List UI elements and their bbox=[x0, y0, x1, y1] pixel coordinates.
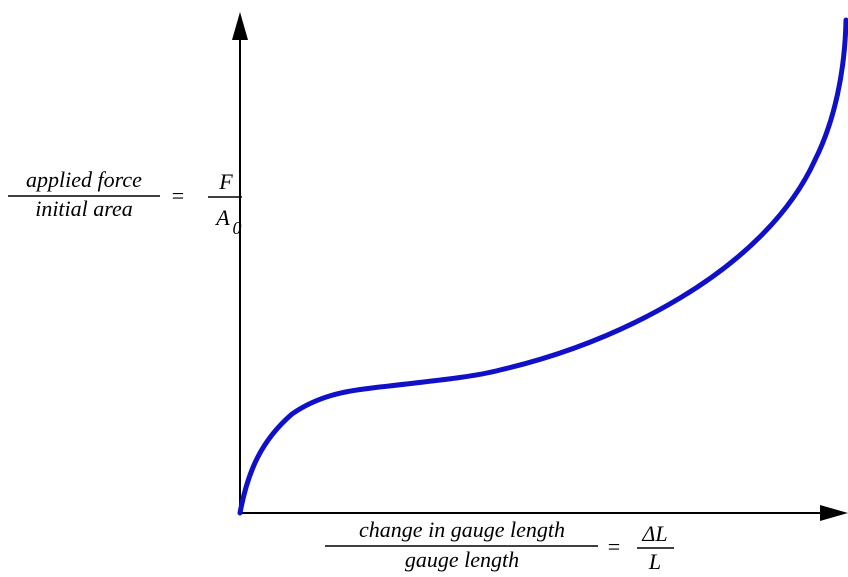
equals-sign: = bbox=[172, 183, 184, 208]
x-label-denominator: gauge length bbox=[405, 547, 519, 572]
y-label-numerator: applied force bbox=[26, 167, 142, 192]
symbol-denominator: L bbox=[648, 549, 661, 574]
x-axis-arrow bbox=[820, 505, 848, 521]
symbol-numerator: F bbox=[218, 169, 233, 194]
symbol-denominator: A bbox=[214, 205, 230, 230]
stress-strain-curve bbox=[237, 17, 848, 516]
y-axis-arrow bbox=[232, 12, 248, 40]
equals-sign: = bbox=[608, 534, 620, 559]
y-label-denominator: initial area bbox=[35, 196, 133, 221]
subscript: 0 bbox=[233, 218, 242, 238]
symbol-numerator: ΔL bbox=[641, 521, 667, 546]
x-label-numerator: change in gauge length bbox=[359, 517, 565, 542]
